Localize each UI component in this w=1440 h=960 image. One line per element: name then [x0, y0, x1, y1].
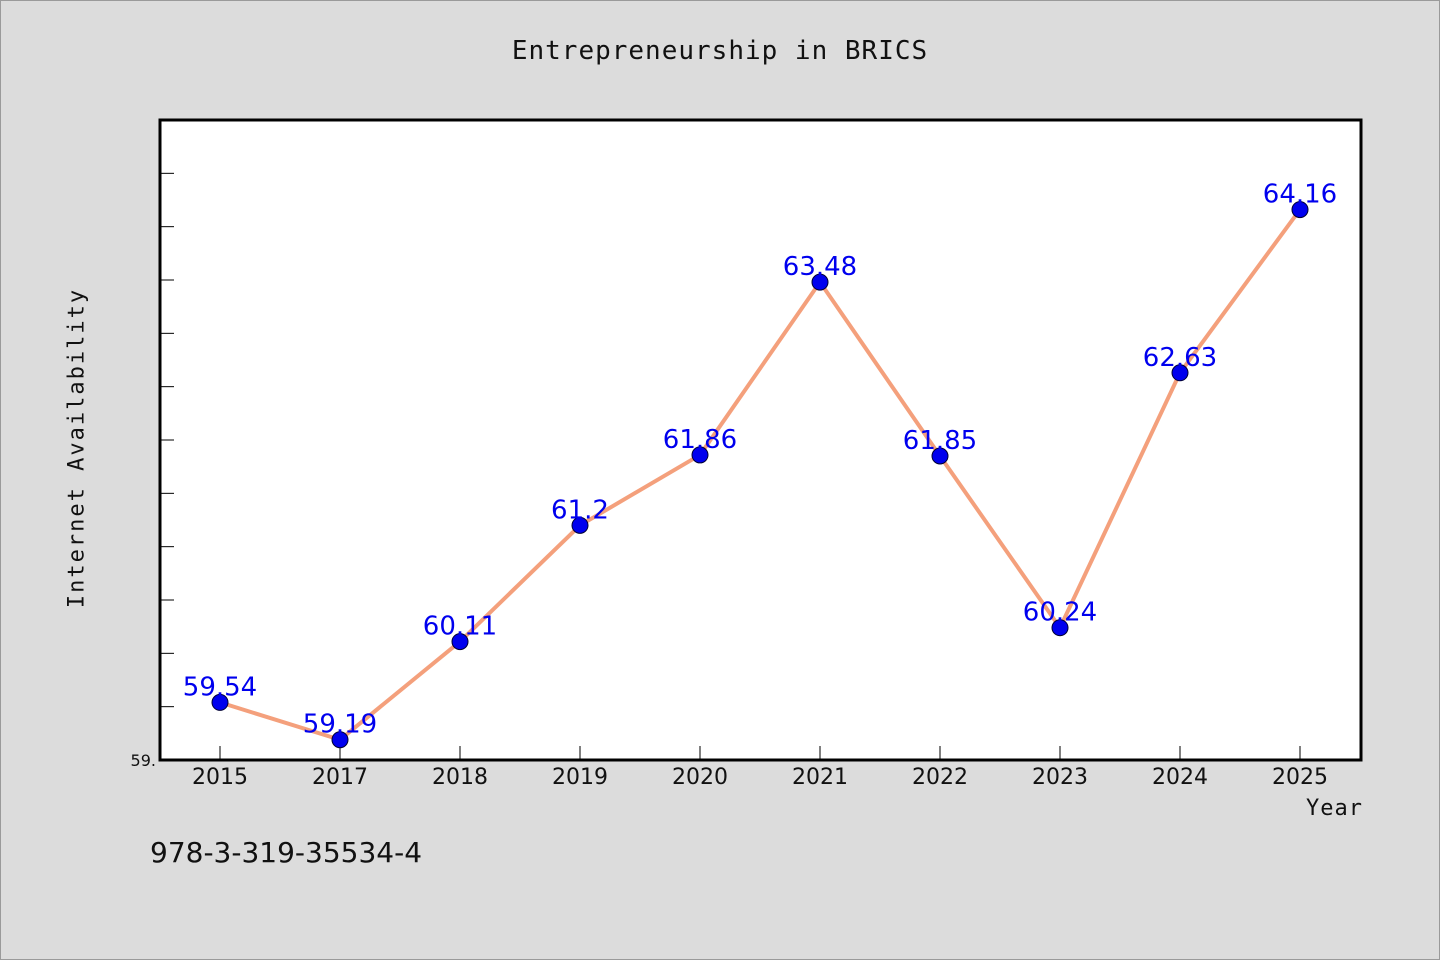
data-label: 59.54 — [183, 672, 257, 702]
data-point — [211, 693, 229, 711]
data-label: 62.63 — [1143, 343, 1217, 373]
isbn-footnote: 978-3-319-35534-4 — [150, 836, 423, 869]
plot-area — [158, 118, 1363, 762]
data-point — [1051, 619, 1069, 637]
data-point — [451, 633, 469, 651]
data-point — [1291, 201, 1309, 219]
data-label: 64.16 — [1263, 180, 1337, 210]
data-label: 60.24 — [1023, 598, 1097, 628]
data-label: 61.86 — [663, 425, 737, 455]
data-label: 61.85 — [903, 426, 977, 456]
data-label: 60.11 — [423, 612, 497, 642]
x-tick-label: 2019 — [552, 765, 608, 790]
x-tick-label: 2022 — [912, 765, 968, 790]
data-point — [691, 446, 709, 464]
data-point — [1171, 364, 1189, 382]
x-axis-label: Year — [1306, 796, 1363, 821]
data-label: 61.2 — [551, 495, 609, 525]
x-tick-label: 2021 — [792, 765, 848, 790]
chart-title: Entrepreneurship in BRICS — [511, 36, 929, 66]
x-tick-label: 2018 — [432, 765, 488, 790]
data-point — [931, 447, 949, 465]
series-line — [218, 207, 1302, 742]
x-tick-label: 2023 — [1032, 765, 1088, 790]
data-label: 59.19 — [303, 710, 377, 740]
x-tick-label: 2017 — [312, 765, 368, 790]
data-label: 63.48 — [783, 252, 857, 282]
x-tick-label: 2015 — [192, 765, 248, 790]
x-tick-label: 2020 — [672, 765, 728, 790]
data-point — [331, 731, 349, 749]
data-point — [811, 273, 829, 291]
y-tick-label-min: 59. — [131, 751, 156, 770]
x-tick-label: 2024 — [1152, 765, 1208, 790]
data-point — [571, 516, 589, 534]
x-tick-label: 2025 — [1272, 765, 1328, 790]
